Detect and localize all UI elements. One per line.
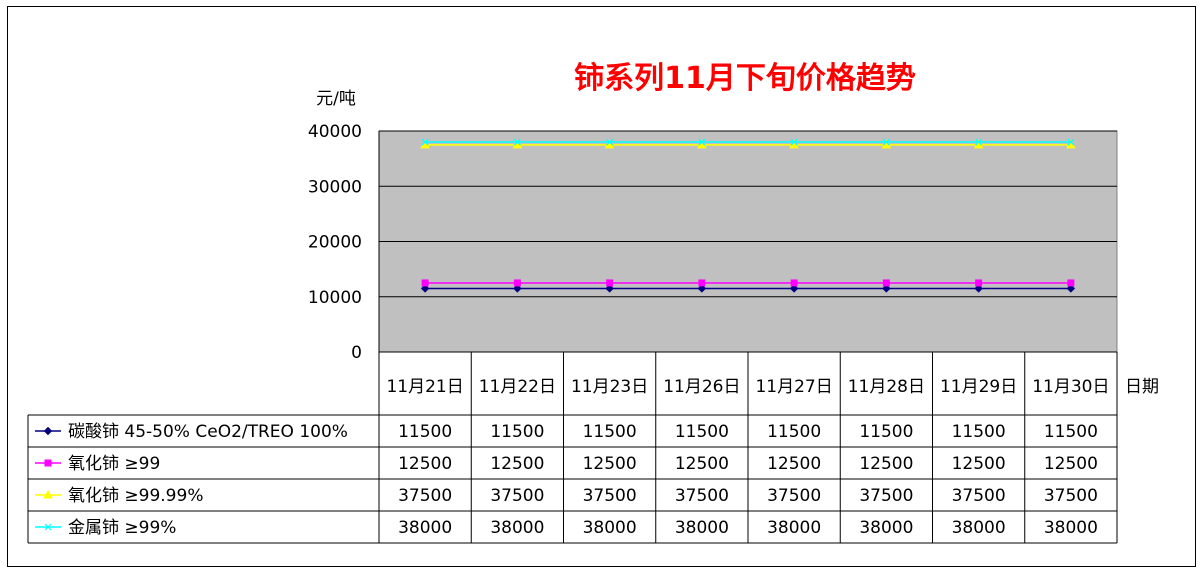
chart-title: 铈系列11月下旬价格趋势 [574, 61, 916, 96]
y-axis-label: 元/吨 [316, 89, 356, 109]
legend-key-marker [43, 489, 53, 499]
data-point [975, 279, 983, 287]
table-cell: 12500 [583, 454, 637, 474]
table-cell: 37500 [1044, 486, 1098, 506]
x-tick-label: 11月23日 [571, 377, 648, 397]
x-axis-label: 日期 [1125, 377, 1159, 397]
table-cell: 37500 [767, 486, 821, 506]
data-point [1067, 138, 1075, 146]
table-cell: 12500 [490, 454, 544, 474]
data-point [606, 279, 614, 287]
x-tick-label: 11月30日 [1032, 377, 1109, 397]
table-cell: 12500 [398, 454, 452, 474]
data-point [698, 138, 706, 146]
data-point [882, 284, 891, 293]
y-tick-label: 20000 [308, 233, 362, 253]
x-tick-label: 11月26日 [663, 377, 740, 397]
data-point [790, 279, 798, 287]
table-cell: 38000 [398, 518, 452, 538]
y-tick-label: 10000 [308, 288, 362, 308]
table-cell: 11500 [490, 422, 544, 442]
table-cell: 11500 [767, 422, 821, 442]
table-cell: 12500 [675, 454, 729, 474]
data-point [421, 279, 429, 287]
data-point [1066, 284, 1076, 293]
data-point [513, 138, 521, 146]
y-tick-label: 40000 [308, 122, 362, 142]
data-point [697, 284, 707, 293]
table-cell: 38000 [583, 518, 637, 538]
legend-label: 氧化铈 ≥99 [68, 454, 160, 474]
data-point [698, 279, 706, 287]
data-point [421, 138, 429, 146]
x-tick-label: 11月22日 [479, 377, 556, 397]
data-point [606, 138, 614, 146]
x-tick-label: 11月29日 [940, 377, 1017, 397]
legend-key-marker [44, 523, 52, 531]
table-cell: 11500 [1044, 422, 1098, 442]
legend-key-marker [44, 459, 52, 467]
data-point [882, 279, 890, 287]
data-point [420, 284, 430, 293]
legend-label: 碳酸铈 45-50% CeO2/TREO 100% [68, 422, 348, 442]
table-cell: 11500 [952, 422, 1006, 442]
table-cell: 11500 [859, 422, 913, 442]
table-cell: 12500 [767, 454, 821, 474]
table-cell: 37500 [952, 486, 1006, 506]
table-cell: 12500 [859, 454, 913, 474]
data-point [882, 138, 890, 146]
table-cell: 37500 [398, 486, 452, 506]
table-cell: 11500 [398, 422, 452, 442]
table-cell: 38000 [952, 518, 1006, 538]
data-point [974, 284, 983, 293]
legend-label: 金属铈 ≥99% [68, 518, 176, 538]
data-point [513, 279, 521, 287]
table-cell: 37500 [675, 486, 729, 506]
legend-label: 氧化铈 ≥99.99% [68, 486, 203, 506]
table-cell: 12500 [952, 454, 1006, 474]
table-cell: 11500 [675, 422, 729, 442]
x-tick-label: 11月21日 [386, 377, 463, 397]
data-point [1067, 279, 1075, 287]
data-point [790, 138, 798, 146]
y-tick-label: 0 [351, 343, 362, 363]
table-cell: 11500 [583, 422, 637, 442]
x-tick-label: 11月27日 [755, 377, 832, 397]
data-point [789, 284, 799, 293]
table-cell: 38000 [490, 518, 544, 538]
y-tick-label: 30000 [308, 177, 362, 197]
data-point [975, 138, 983, 146]
table-cell: 37500 [859, 486, 913, 506]
table-cell: 38000 [767, 518, 821, 538]
table-cell: 38000 [1044, 518, 1098, 538]
x-tick-label: 11月28日 [848, 377, 925, 397]
table-cell: 38000 [675, 518, 729, 538]
data-point [513, 284, 522, 293]
table-cell: 37500 [583, 486, 637, 506]
chart-frame [7, 6, 1196, 567]
table-cell: 12500 [1044, 454, 1098, 474]
legend-key-marker [43, 426, 53, 436]
table-cell: 37500 [490, 486, 544, 506]
table-cell: 38000 [859, 518, 913, 538]
data-point [605, 284, 614, 293]
